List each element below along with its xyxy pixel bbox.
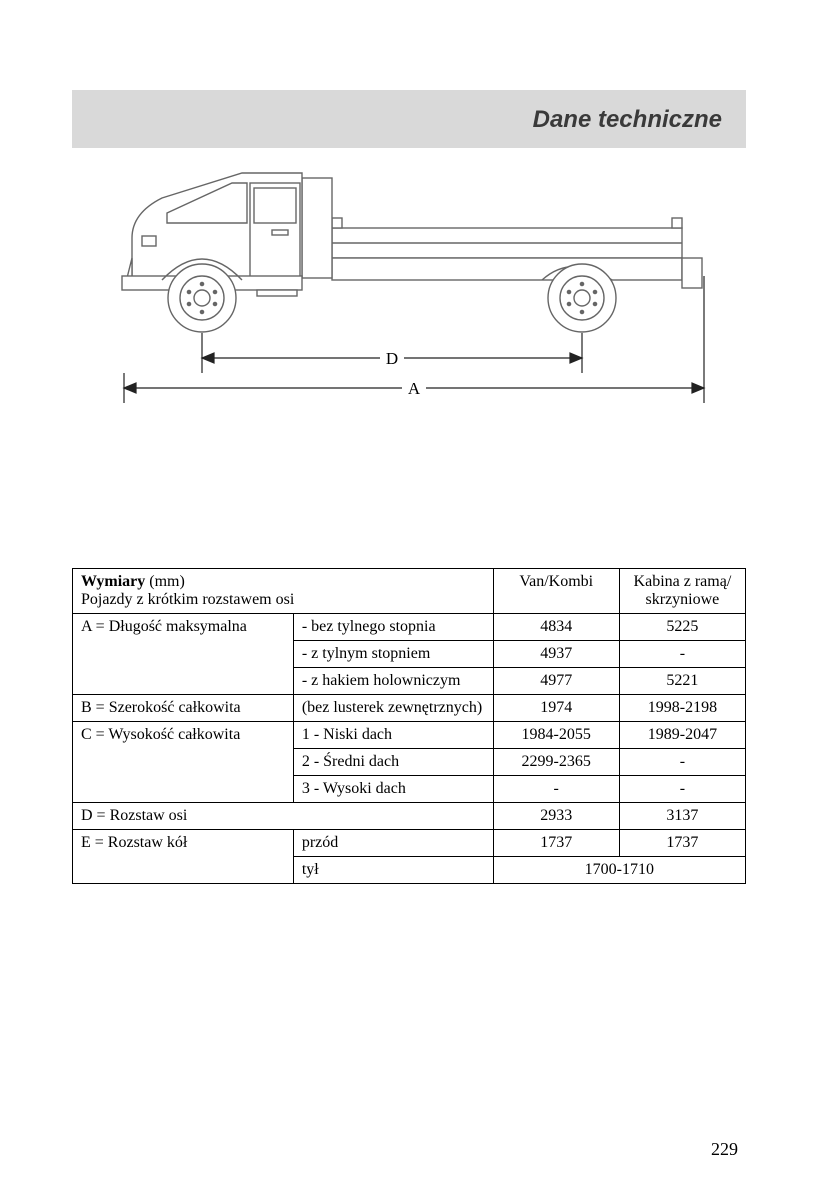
row-d-label: D = Rozstaw osi: [73, 803, 494, 830]
header-label-cell: Wymiary (mm) Pojazdy z krótkim rozstawem…: [73, 569, 494, 614]
row-a1-van: 4834: [493, 614, 619, 641]
truck-svg: D A: [72, 158, 746, 418]
header-unit: (mm): [145, 573, 185, 590]
page-title: Dane techniczne: [533, 106, 722, 133]
row-e-label: E = Rozstaw kół: [73, 830, 294, 884]
table-row: C = Wysokość całkowita 1 - Niski dach 19…: [73, 722, 746, 749]
header-banner: Dane techniczne: [72, 90, 746, 148]
row-c2-van: 2299-2365: [493, 749, 619, 776]
table-row: E = Rozstaw kół przód 1737 1737: [73, 830, 746, 857]
header-col-cab: Kabina z ramą/ skrzyniowe: [619, 569, 745, 614]
table-row: B = Szerokość całkowita (bez lusterek ze…: [73, 695, 746, 722]
row-c-label: C = Wysokość całkowita: [73, 722, 294, 803]
row-a3-van: 4977: [493, 668, 619, 695]
table-row: A = Długość maksymalna - bez tylnego sto…: [73, 614, 746, 641]
dimensions-table: Wymiary (mm) Pojazdy z krótkim rozstawem…: [72, 568, 746, 884]
row-c3-cab: -: [619, 776, 745, 803]
row-b-desc: (bez lusterek zewnętrznych): [293, 695, 493, 722]
row-a3-cab: 5221: [619, 668, 745, 695]
header-col-van: Van/Kombi: [493, 569, 619, 614]
row-b-cab: 1998-2198: [619, 695, 745, 722]
row-a-label: A = Długość maksymalna: [73, 614, 294, 695]
dimension-a-label: A: [408, 379, 421, 398]
row-c1-desc: 1 - Niski dach: [293, 722, 493, 749]
row-e2-desc: tył: [293, 857, 493, 884]
row-c3-van: -: [493, 776, 619, 803]
row-d-cab: 3137: [619, 803, 745, 830]
dimension-d-label: D: [386, 349, 398, 368]
row-c1-van: 1984-2055: [493, 722, 619, 749]
row-c2-cab: -: [619, 749, 745, 776]
row-b-van: 1974: [493, 695, 619, 722]
row-a3-desc: - z hakiem holowniczym: [293, 668, 493, 695]
row-c3-desc: 3 - Wysoki dach: [293, 776, 493, 803]
truck-diagram: D A: [72, 158, 746, 418]
header-subtitle: Pojazdy z krótkim rozstawem osi: [81, 591, 294, 608]
table-header-row: Wymiary (mm) Pojazdy z krótkim rozstawem…: [73, 569, 746, 614]
page: Dane techniczne: [0, 0, 818, 1200]
row-c2-desc: 2 - Średni dach: [293, 749, 493, 776]
row-a2-desc: - z tylnym stopniem: [293, 641, 493, 668]
row-b-label: B = Szerokość całkowita: [73, 695, 294, 722]
row-e1-cab: 1737: [619, 830, 745, 857]
row-a2-van: 4937: [493, 641, 619, 668]
row-e1-desc: przód: [293, 830, 493, 857]
row-a1-cab: 5225: [619, 614, 745, 641]
table-row: D = Rozstaw osi 2933 3137: [73, 803, 746, 830]
header-bold: Wymiary: [81, 573, 145, 590]
row-e1-van: 1737: [493, 830, 619, 857]
row-a1-desc: - bez tylnego stopnia: [293, 614, 493, 641]
row-d-van: 2933: [493, 803, 619, 830]
row-c1-cab: 1989-2047: [619, 722, 745, 749]
row-a2-cab: -: [619, 641, 745, 668]
page-number: 229: [711, 1139, 738, 1160]
row-e2-val: 1700-1710: [493, 857, 745, 884]
